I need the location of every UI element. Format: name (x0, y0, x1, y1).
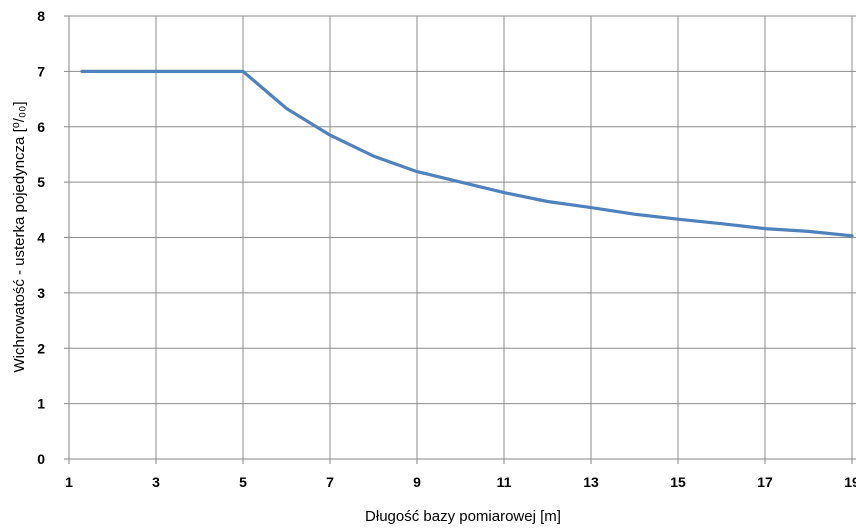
y-tick-label-2: 2 (37, 340, 45, 356)
series (80, 69, 854, 238)
axes (64, 15, 856, 464)
y-tick-label-6: 6 (37, 119, 45, 135)
y-tick-label-7: 7 (37, 63, 45, 79)
series-line-0 (80, 69, 854, 238)
y-tick-label-4: 4 (37, 230, 45, 246)
y-tick-label-1: 1 (37, 396, 45, 412)
x-tick-label-15: 15 (670, 474, 686, 490)
y-tick-label-3: 3 (37, 285, 45, 301)
x-tick-label-9: 9 (413, 474, 421, 490)
y-tick-label-5: 5 (37, 174, 45, 190)
y-tick-label-0: 0 (37, 451, 45, 467)
x-tick-label-19: 19 (844, 474, 856, 490)
x-tick-label-13: 13 (583, 474, 599, 490)
x-tick-label-17: 17 (757, 474, 773, 490)
y-tick-label-8: 8 (37, 8, 45, 24)
x-tick-label-7: 7 (326, 474, 334, 490)
grid (69, 15, 856, 459)
x-tick-label-3: 3 (152, 474, 160, 490)
x-tick-label-1: 1 (65, 474, 73, 490)
y-axis-title: Wichrowatość - usterka pojedyncza [⁰/₀₀] (11, 101, 28, 372)
x-tick-label-11: 11 (497, 474, 512, 490)
x-axis-title: Długość bazy pomiarowej [m] (365, 508, 561, 525)
x-tick-label-5: 5 (239, 474, 247, 490)
